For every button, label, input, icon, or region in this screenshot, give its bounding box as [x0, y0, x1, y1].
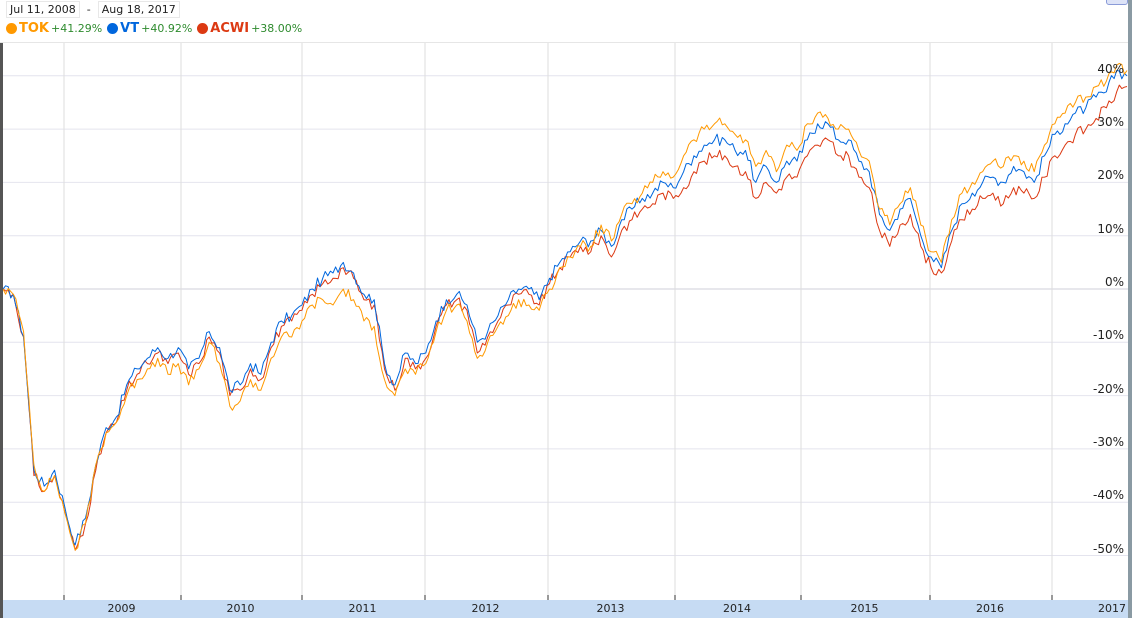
x-axis-label: 2012 — [471, 602, 500, 615]
x-axis-label: 2017 — [1098, 602, 1126, 615]
tok-dot-icon — [6, 23, 17, 34]
series-line-vt — [2, 70, 1128, 546]
series-lines — [2, 62, 1128, 551]
y-axis-label: -30% — [1092, 434, 1124, 449]
legend-change: +38.00% — [251, 22, 303, 35]
series-line-acwi — [2, 84, 1128, 551]
y-axis-label: -10% — [1092, 328, 1124, 343]
y-axis-label: 0% — [1104, 275, 1124, 289]
legend-symbol: ACWI — [210, 21, 250, 36]
y-axis-label: 40% — [1097, 61, 1124, 76]
x-axis-label: 2009 — [107, 602, 136, 615]
legend: TOK +41.29% VT +40.92% ACWI +38.00% — [6, 21, 307, 36]
y-axis-label: -40% — [1092, 488, 1124, 503]
y-axis-label: 20% — [1097, 168, 1124, 183]
series-line-tok — [2, 62, 1128, 551]
y-axis-label: -20% — [1092, 381, 1124, 396]
date-separator: - — [86, 3, 91, 16]
legend-change: +41.29% — [51, 22, 103, 35]
x-axis-label: 2014 — [723, 602, 751, 615]
y-axis-label: 30% — [1097, 115, 1124, 130]
corner-button[interactable] — [1106, 0, 1128, 5]
x-axis-label: 2015 — [850, 602, 879, 615]
legend-item-acwi[interactable]: ACWI +38.00% — [197, 21, 302, 36]
y-axis-label: -50% — [1092, 541, 1124, 556]
legend-symbol: TOK — [19, 21, 49, 36]
legend-item-vt[interactable]: VT +40.92% — [107, 21, 192, 36]
y-axis-label: 10% — [1097, 221, 1124, 236]
scrollbar[interactable] — [1128, 0, 1132, 618]
legend-item-tok[interactable]: TOK +41.29% — [6, 21, 102, 36]
date-to-field[interactable]: Aug 18, 2017 — [97, 1, 180, 18]
x-axis-label: 2011 — [348, 602, 377, 615]
chart-plot-area[interactable] — [0, 43, 1132, 600]
legend-symbol: VT — [120, 21, 140, 36]
x-axis-label: 2013 — [596, 602, 625, 615]
chart-left-border — [0, 43, 3, 618]
horizontal-gridlines — [3, 75, 1128, 556]
date-range: Jul 11, 2008 - Aug 18, 2017 — [6, 1, 180, 18]
x-axis-label: 2010 — [226, 602, 255, 615]
x-axis-label: 2016 — [976, 602, 1004, 615]
date-from-field[interactable]: Jul 11, 2008 — [6, 1, 80, 18]
x-axis-bar[interactable] — [3, 600, 1128, 618]
legend-change: +40.92% — [141, 22, 193, 35]
vertical-gridlines — [63, 43, 1053, 600]
vt-dot-icon — [107, 23, 119, 34]
acwi-dot-icon — [197, 23, 209, 34]
chart-header: Jul 11, 2008 - Aug 18, 2017 TOK +41.29% … — [0, 0, 1132, 43]
